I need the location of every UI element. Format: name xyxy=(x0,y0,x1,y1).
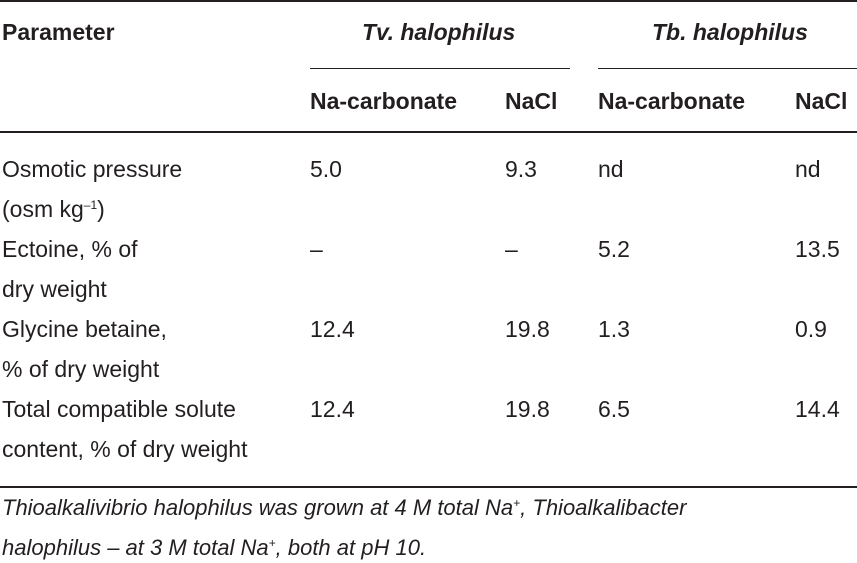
header-bottom-rule xyxy=(0,131,857,133)
cell-osmotic-tv-nacarbonate: 5.0 xyxy=(310,156,342,182)
footnote-sup1: + xyxy=(513,496,521,510)
footnote-line1: Thioalkalivibrio halophilus was grown at… xyxy=(2,497,686,519)
cell-osmotic-tv-nacl: 9.3 xyxy=(505,156,537,182)
cell-total-tb-nacarbonate: 6.5 xyxy=(598,396,630,422)
cell-total-tv-nacl: 19.8 xyxy=(505,396,550,422)
footnote-sup2: + xyxy=(268,536,276,550)
cell-ectoine-tv-nacl: – xyxy=(505,236,518,262)
subheader-nacl-tv: NaCl xyxy=(505,88,558,114)
cell-osmotic-tb-nacarbonate: nd xyxy=(598,156,624,182)
subheader-na-carbonate-tv: Na-carbonate xyxy=(310,88,457,114)
cell-glycine-tv-nacl: 19.8 xyxy=(505,316,550,342)
header-group-tv: Tv. halophilus xyxy=(362,19,516,45)
row-label-ectoine-line1: Ectoine, % of xyxy=(2,236,138,262)
cell-glycine-tb-nacarbonate: 1.3 xyxy=(598,316,630,342)
header-group-tb: Tb. halophilus xyxy=(652,19,808,45)
row-label-glycine-line1: Glycine betaine, xyxy=(2,316,167,342)
cell-ectoine-tb-nacl: 13.5 xyxy=(795,236,840,262)
footnote-part4: , both at pH 10. xyxy=(275,535,427,560)
footnote-line2: halophilus – at 3 M total Na+, both at p… xyxy=(2,537,426,559)
subheader-nacl-tb: NaCl xyxy=(795,88,848,114)
cell-glycine-tv-nacarbonate: 12.4 xyxy=(310,316,355,342)
group1-rule xyxy=(310,68,570,69)
footnote-part1: Thioalkalivibrio halophilus was grown at… xyxy=(2,495,514,520)
row-label-total-line2: content, % of dry weight xyxy=(2,436,248,462)
group2-rule xyxy=(598,68,857,69)
subheader-na-carbonate-tb: Na-carbonate xyxy=(598,88,745,114)
top-rule xyxy=(0,0,857,2)
row-label-ectoine-line2: dry weight xyxy=(2,276,107,302)
header-parameter: Parameter xyxy=(2,19,115,45)
row-label-osmotic-line2: (osm kg–1) xyxy=(2,196,105,222)
cell-glycine-tb-nacl: 0.9 xyxy=(795,316,827,342)
footnote-part2: , Thioalkalibacter xyxy=(520,495,687,520)
row-label-total-line1: Total compatible solute xyxy=(2,396,236,422)
table-bottom-rule xyxy=(0,486,857,488)
cell-ectoine-tb-nacarbonate: 5.2 xyxy=(598,236,630,262)
footnote-part3: halophilus – at 3 M total Na xyxy=(2,535,269,560)
row-label-glycine-line2: % of dry weight xyxy=(2,356,160,382)
cell-ectoine-tv-nacarbonate: – xyxy=(310,236,323,262)
cell-total-tv-nacarbonate: 12.4 xyxy=(310,396,355,422)
cell-total-tb-nacl: 14.4 xyxy=(795,396,840,422)
row-label-osmotic-line1: Osmotic pressure xyxy=(2,156,183,182)
cell-osmotic-tb-nacl: nd xyxy=(795,156,821,182)
